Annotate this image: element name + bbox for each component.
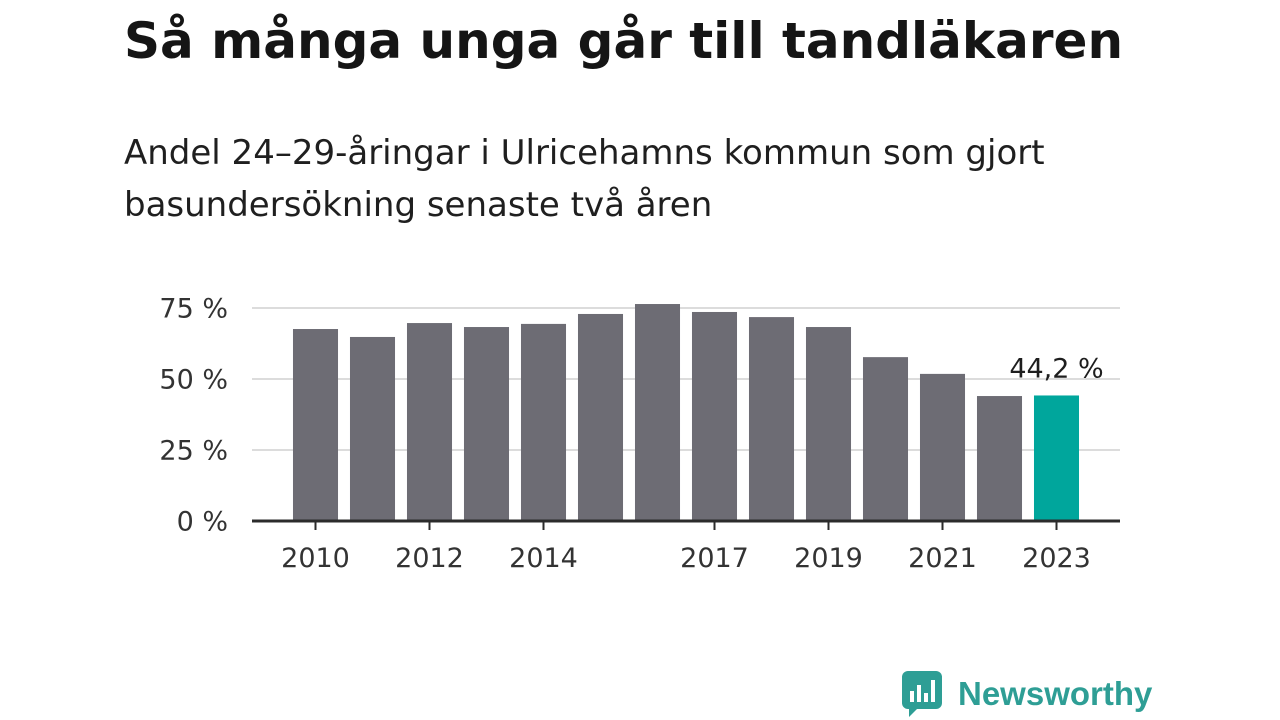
newsworthy-logo: Newsworthy	[902, 671, 1152, 717]
bar-2010	[292, 329, 339, 521]
x-tick-label: 2021	[908, 543, 977, 574]
icon-bubble	[902, 671, 942, 709]
bar-2018	[748, 317, 795, 521]
bar-2022	[976, 396, 1023, 521]
icon-bar	[924, 693, 928, 702]
icon-bar	[917, 685, 921, 702]
y-tick-label: 75 %	[159, 294, 228, 325]
bar-chart: 0 %25 %50 %75 %2010 2012 2014 2017 2019 2021 2…	[159, 294, 1120, 574]
x-tick-label: 2012	[395, 543, 464, 574]
x-tick-label: 2014	[509, 543, 578, 574]
newsworthy-bubble-chart-icon	[902, 671, 942, 717]
x-tick-label: 2023	[1022, 543, 1091, 574]
bar-2017	[691, 311, 738, 521]
bar-2020	[862, 357, 909, 521]
x-tick-label: 2019	[794, 543, 863, 574]
x-axis-labels: 2010 2012 2014 2017 2019 2021 2023	[281, 521, 1091, 574]
bar-2023	[1033, 395, 1080, 521]
y-axis-labels: 0 % 25 % 50 % 75 %	[159, 294, 228, 538]
bar-2016	[634, 304, 681, 521]
logo-wordmark: Newsworthy	[958, 675, 1153, 712]
bar-2021	[919, 373, 966, 521]
bar-2015	[577, 313, 624, 521]
bar-2019	[805, 327, 852, 521]
x-tick-label: 2010	[281, 543, 350, 574]
y-tick-label: 50 %	[159, 365, 228, 396]
x-tick-label: 2017	[680, 543, 749, 574]
chart-title: Så många unga går till tandläkaren	[124, 12, 1124, 70]
gridlines	[252, 307, 1120, 451]
bar-2014	[520, 323, 567, 521]
bar-2013	[463, 327, 510, 521]
icon-bar	[910, 691, 914, 702]
y-tick-label: 25 %	[159, 436, 228, 467]
data-label-2023: 44,2 %	[1009, 353, 1103, 384]
icon-bar	[931, 680, 935, 702]
y-tick-label: 0 %	[177, 507, 228, 538]
bars	[292, 304, 1080, 521]
chart-subtitle: Andel 24–29-åringar i Ulricehamns kommun…	[124, 133, 1045, 225]
bar-2012	[406, 323, 453, 521]
icon-bubble-tail	[909, 707, 919, 717]
bar-2011	[349, 336, 396, 521]
